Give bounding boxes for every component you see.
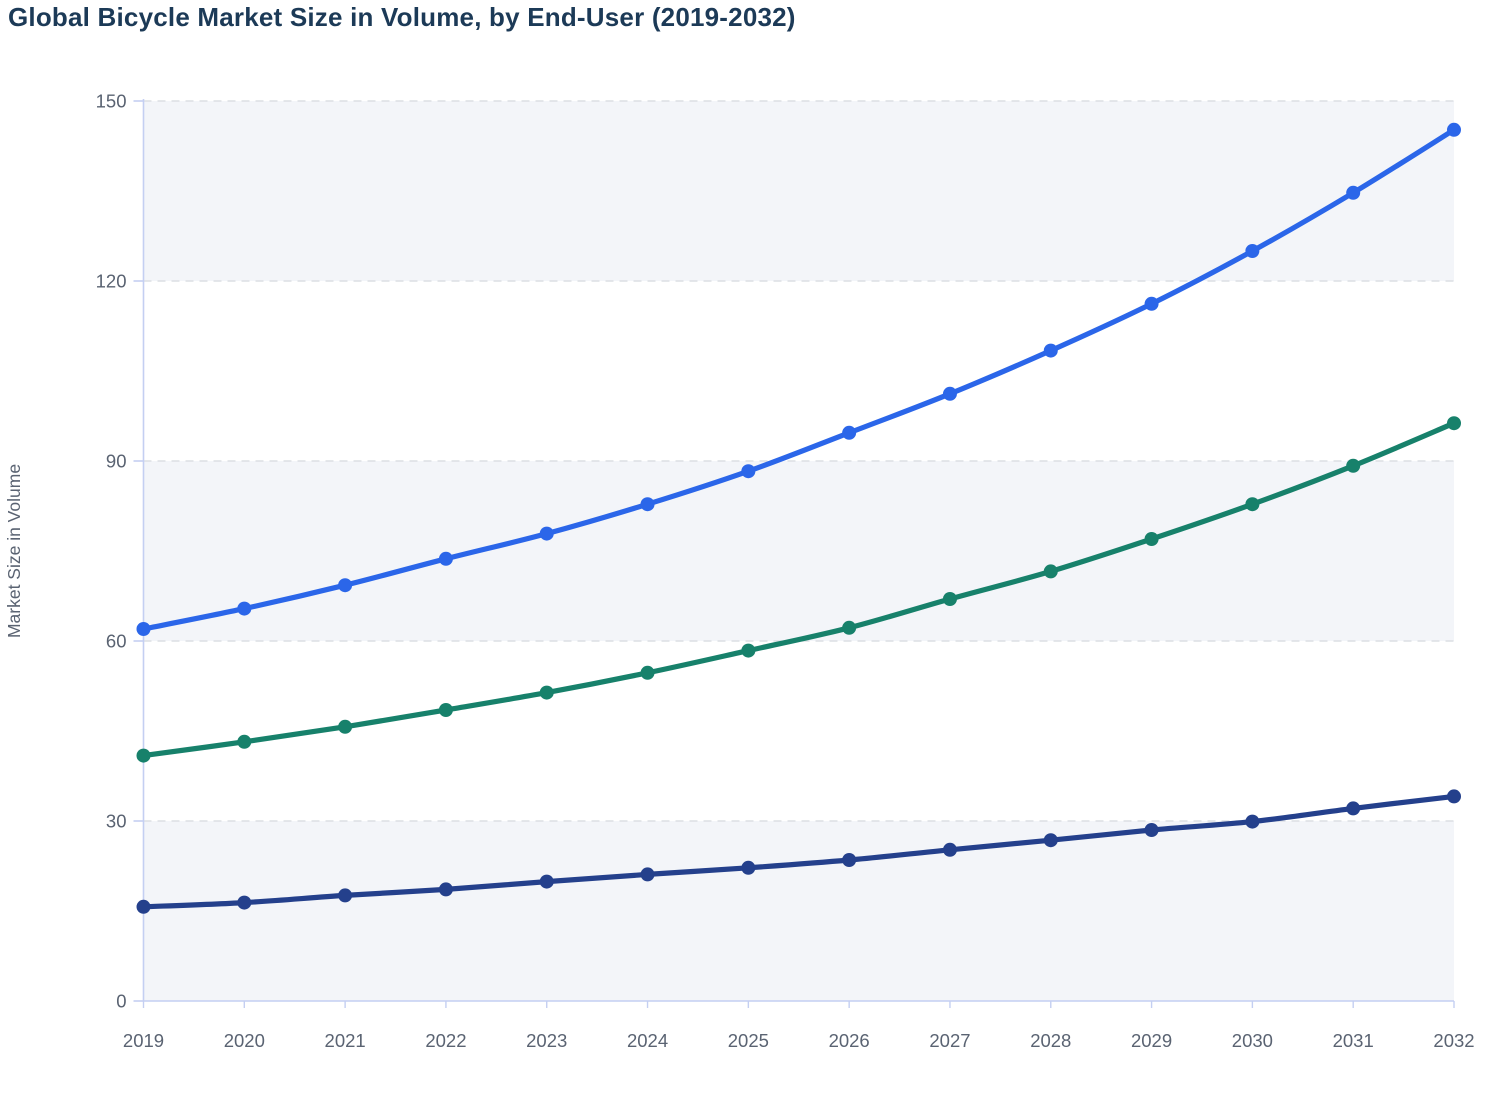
series-blue-point (741, 464, 756, 479)
series-navy-point (237, 895, 252, 910)
y-axis-title: Market Size in Volume (4, 464, 24, 638)
series-green-point (136, 748, 151, 763)
series-blue (136, 122, 1461, 636)
series-blue-point (842, 425, 857, 440)
series-navy (136, 789, 1461, 914)
background-band (143, 821, 1454, 1001)
series-green-point (438, 703, 453, 717)
series-green-point (640, 665, 655, 680)
series-blue-point (640, 497, 655, 512)
x-tick-label: 2031 (1333, 1030, 1374, 1051)
x-tick-label: 2023 (526, 1030, 567, 1051)
x-tick-label: 2027 (929, 1030, 970, 1051)
y-tick-label: 120 (96, 271, 127, 292)
chart-title: Global Bicycle Market Size in Volume, by… (8, 2, 796, 32)
x-tick-label: 2025 (728, 1030, 769, 1051)
x-tick-label: 2021 (325, 1030, 366, 1051)
x-tick-label: 2029 (1131, 1030, 1172, 1051)
series-green-point (942, 592, 957, 606)
background-band (143, 461, 1454, 641)
series-navy-point (338, 888, 353, 903)
series-green-point (1043, 564, 1058, 579)
x-tick-label: 2030 (1232, 1030, 1273, 1051)
series-navy-point (438, 882, 453, 897)
series-green-point (237, 734, 252, 749)
series-blue-point (1346, 185, 1361, 200)
series-blue-point (136, 622, 151, 636)
series-navy-point (640, 867, 655, 882)
series-green-point (741, 643, 756, 658)
series-green-point (539, 685, 554, 700)
y-tick-label: 30 (106, 811, 127, 832)
series-blue-point (1043, 343, 1058, 358)
series-blue-point (1447, 122, 1461, 137)
x-tick-label: 2028 (1030, 1030, 1071, 1051)
series-green-point (1144, 532, 1159, 546)
series-navy-point (136, 899, 151, 914)
series-blue-point (338, 578, 353, 593)
series-blue-point (539, 526, 554, 541)
series-navy-point (942, 842, 957, 857)
series-navy-point (539, 874, 554, 889)
y-tick-label: 90 (106, 451, 127, 472)
series-navy-point (1447, 789, 1461, 804)
y-tick-label: 0 (116, 991, 126, 1012)
series-navy-point (842, 853, 857, 867)
series-navy-point (1245, 814, 1260, 829)
series-blue-point (1245, 244, 1260, 258)
series-green-point (1447, 416, 1461, 431)
x-tick-label: 2019 (123, 1030, 164, 1051)
y-tick-label: 60 (106, 631, 127, 652)
x-tick-label: 2024 (627, 1030, 668, 1051)
background-band (143, 101, 1454, 281)
series-green-point (338, 719, 353, 734)
y-tick-label: 150 (96, 91, 127, 112)
series-blue-point (237, 601, 252, 616)
series-navy-point (1043, 833, 1058, 848)
x-tick-label: 2032 (1433, 1030, 1474, 1051)
x-tick-label: 2020 (224, 1030, 265, 1051)
series-blue-point (1144, 296, 1159, 311)
series-green (136, 416, 1461, 763)
series-navy-point (1346, 801, 1361, 816)
x-tick-label: 2026 (829, 1030, 870, 1051)
series-green-line (140, 420, 1457, 759)
series-navy-point (1144, 823, 1159, 837)
series-navy-point (741, 860, 756, 875)
series-blue-point (438, 551, 453, 566)
series-navy-line (140, 793, 1457, 910)
series-blue-line (140, 127, 1457, 632)
x-tick-label: 2022 (425, 1030, 466, 1051)
series-blue-point (942, 386, 957, 401)
series-green-point (1346, 458, 1361, 473)
series-green-point (842, 620, 857, 635)
series-green-point (1245, 497, 1260, 512)
